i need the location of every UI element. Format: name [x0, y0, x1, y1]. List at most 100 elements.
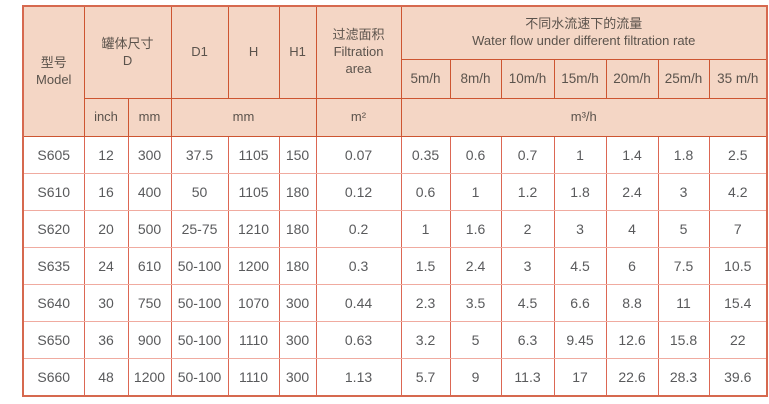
- cell-area: 0.3: [315, 247, 402, 285]
- cell-flow: 9.45: [553, 321, 607, 359]
- cell-model: S610: [22, 173, 85, 211]
- cell-area: 0.63: [315, 321, 402, 359]
- cell-flow: 2.3: [400, 284, 451, 322]
- cell-flow: 8.8: [605, 284, 659, 322]
- header-filtration-en1: Filtration: [333, 44, 384, 60]
- cell-area: 1.13: [315, 358, 402, 396]
- cell-flow: 0.6: [449, 136, 502, 174]
- cell-h1: 300: [278, 358, 317, 396]
- table-header: 型号 Model 罐体尺寸 D D1 H H1 过滤面积 Filtration …: [22, 5, 768, 137]
- cell-flow: 1.2: [500, 173, 555, 211]
- cell-h: 1110: [227, 321, 280, 359]
- header-model-en: Model: [36, 71, 72, 87]
- header-flow-zh: 不同水流速下的流量: [525, 16, 643, 32]
- cell-flow: 39.6: [708, 358, 768, 396]
- cell-flow: 2.5: [708, 136, 768, 174]
- header-model: 型号 Model: [22, 5, 85, 137]
- cell-d1: 50-100: [170, 284, 229, 322]
- cell-flow: 15.4: [708, 284, 768, 322]
- cell-mm: 610: [127, 247, 172, 285]
- cell-flow: 1.5: [400, 247, 451, 285]
- cell-flow: 15.8: [657, 321, 710, 359]
- table-row: S620 20 500 25-75 1210 180 0.2 1 1.6 2 3 4 5 7: [22, 210, 768, 248]
- cell-flow: 9: [449, 358, 502, 396]
- cell-d1: 50-100: [170, 321, 229, 359]
- cell-h: 1200: [227, 247, 280, 285]
- header-speed-25: 25m/h: [657, 59, 710, 99]
- cell-flow: 3.5: [449, 284, 502, 322]
- table-row: S605 12 300 37.5 1105 150 0.07 0.35 0.6 0.7 1 1.4 1.…: [22, 136, 768, 174]
- cell-flow: 2.4: [605, 173, 659, 211]
- cell-flow: 3.2: [400, 321, 451, 359]
- cell-flow: 22: [708, 321, 768, 359]
- cell-model: S620: [22, 210, 85, 248]
- unit-mm-group: mm: [170, 98, 317, 137]
- cell-mm: 500: [127, 210, 172, 248]
- cell-flow: 5: [449, 321, 502, 359]
- spec-table-container: 型号 Model 罐体尺寸 D D1 H H1 过滤面积 Filtration …: [22, 5, 769, 397]
- cell-inch: 48: [83, 358, 129, 396]
- header-h: H: [227, 5, 280, 99]
- cell-inch: 30: [83, 284, 129, 322]
- cell-mm: 750: [127, 284, 172, 322]
- unit-m2: m²: [315, 98, 402, 137]
- cell-model: S640: [22, 284, 85, 322]
- header-row-units: inch mm mm m² m³/h: [23, 98, 768, 137]
- table-row: S635 24 610 50-100 1200 180 0.3 1.5 2.4 3 4.5 6 7.5 1…: [22, 247, 768, 285]
- table-body: S605 12 300 37.5 1105 150 0.07 0.35 0.6 0.7 1 1.4 1.…: [22, 136, 768, 396]
- cell-flow: 1: [553, 136, 607, 174]
- table-row: S610 16 400 50 1105 180 0.12 0.6 1 1.2 1.8 2.4 3 4.2: [22, 173, 768, 211]
- cell-area: 0.12: [315, 173, 402, 211]
- cell-inch: 24: [83, 247, 129, 285]
- cell-flow: 7: [708, 210, 768, 248]
- header-speed-5: 5m/h: [400, 59, 451, 99]
- cell-flow: 12.6: [605, 321, 659, 359]
- cell-model: S650: [22, 321, 85, 359]
- cell-model: S605: [22, 136, 85, 174]
- unit-inch: inch: [83, 98, 129, 137]
- cell-flow: 2: [500, 210, 555, 248]
- cell-flow: 3: [657, 173, 710, 211]
- cell-mm: 900: [127, 321, 172, 359]
- header-filtration-area: 过滤面积 Filtration area: [315, 5, 402, 99]
- cell-h: 1210: [227, 210, 280, 248]
- cell-flow: 1.6: [449, 210, 502, 248]
- cell-h1: 150: [278, 136, 317, 174]
- cell-flow: 1: [400, 210, 451, 248]
- cell-h1: 180: [278, 247, 317, 285]
- spec-table: 型号 Model 罐体尺寸 D D1 H H1 过滤面积 Filtration …: [22, 5, 769, 397]
- cell-area: 0.44: [315, 284, 402, 322]
- cell-flow: 5: [657, 210, 710, 248]
- cell-flow: 1.8: [553, 173, 607, 211]
- cell-mm: 1200: [127, 358, 172, 396]
- cell-flow: 22.6: [605, 358, 659, 396]
- header-row-speeds: 5m/h 8m/h 10m/h 15m/h 20m/h 25m/h 35 m/h: [23, 59, 768, 99]
- cell-flow: 1: [449, 173, 502, 211]
- header-d1: D1: [170, 5, 229, 99]
- cell-area: 0.07: [315, 136, 402, 174]
- cell-flow: 28.3: [657, 358, 710, 396]
- cell-h1: 300: [278, 321, 317, 359]
- header-flow-en: Water flow under different filtration ra…: [472, 33, 696, 48]
- header-speed-10: 10m/h: [500, 59, 555, 99]
- cell-flow: 3: [500, 247, 555, 285]
- cell-d1: 50: [170, 173, 229, 211]
- cell-flow: 1.8: [657, 136, 710, 174]
- cell-flow: 0.6: [400, 173, 451, 211]
- header-tank-size: 罐体尺寸 D: [83, 5, 172, 99]
- cell-flow: 1.4: [605, 136, 659, 174]
- header-filtration-zh: 过滤面积: [332, 27, 385, 43]
- cell-h: 1105: [227, 173, 280, 211]
- cell-flow: 4.5: [500, 284, 555, 322]
- cell-flow: 4.2: [708, 173, 768, 211]
- cell-inch: 12: [83, 136, 129, 174]
- header-speed-8: 8m/h: [449, 59, 502, 99]
- cell-flow: 0.35: [400, 136, 451, 174]
- header-speed-35: 35 m/h: [708, 59, 768, 99]
- cell-h1: 180: [278, 173, 317, 211]
- cell-h: 1110: [227, 358, 280, 396]
- cell-flow: 4.5: [553, 247, 607, 285]
- cell-flow: 7.5: [657, 247, 710, 285]
- cell-h1: 180: [278, 210, 317, 248]
- cell-area: 0.2: [315, 210, 402, 248]
